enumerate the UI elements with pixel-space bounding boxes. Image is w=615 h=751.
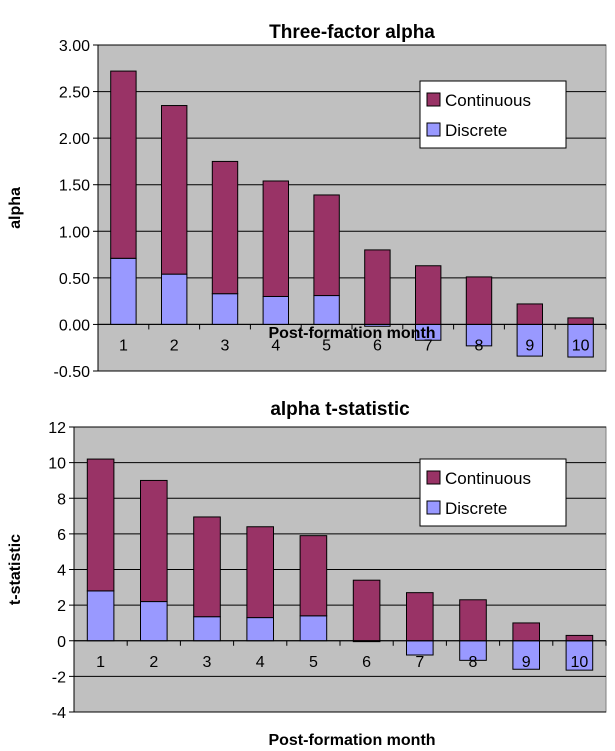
y-tick-label: 6 bbox=[57, 527, 66, 544]
bar-discrete-3 bbox=[211, 293, 239, 325]
bar-continuous-10 bbox=[565, 634, 594, 642]
x-tick-label: 1 bbox=[96, 654, 105, 671]
legend-box bbox=[419, 80, 567, 149]
x-tick-label: 8 bbox=[469, 654, 478, 671]
legend-label-discrete: Discrete bbox=[445, 499, 507, 518]
bar-discrete-2 bbox=[140, 601, 168, 642]
bar-discrete-9 bbox=[512, 640, 541, 670]
bar-continuous-8 bbox=[459, 599, 487, 642]
x-tick-label: 9 bbox=[522, 654, 531, 671]
legend-label-continuous: Continuous bbox=[445, 469, 531, 488]
legend-swatch-discrete bbox=[426, 500, 441, 515]
bar-continuous-1 bbox=[86, 458, 115, 592]
bar-discrete-5 bbox=[313, 295, 340, 325]
x-tick-label: 1 bbox=[119, 337, 128, 354]
chart-1: 3.00 2.50 2.00 1.50 1.00 0.50 0.00 -0.50 1 2 3 4 5 6 7… bbox=[7, 22, 607, 381]
chart-title: alpha t-statistic bbox=[270, 399, 410, 420]
bar-continuous-5 bbox=[313, 194, 340, 297]
bar-continuous-8 bbox=[465, 276, 493, 325]
x-tick-label: 2 bbox=[149, 654, 158, 671]
y-tick-label: 1.00 bbox=[59, 224, 90, 241]
bar-discrete-1 bbox=[86, 590, 115, 642]
y-tick-label: 1.50 bbox=[59, 178, 90, 195]
x-tick-label: 2 bbox=[170, 337, 179, 354]
x-tick-label: 4 bbox=[271, 337, 280, 354]
bar-discrete-2 bbox=[161, 273, 188, 325]
y-tick-label: -2 bbox=[52, 669, 66, 686]
bar-continuous-3 bbox=[211, 160, 239, 295]
y-tick-label: 8 bbox=[57, 491, 66, 508]
x-tick-label: 5 bbox=[322, 337, 331, 354]
bar-continuous-6 bbox=[352, 579, 381, 642]
bar-discrete-5 bbox=[299, 615, 328, 642]
x-tick-label: 3 bbox=[221, 337, 230, 354]
legend-box bbox=[419, 458, 567, 527]
x-tick-label: 6 bbox=[362, 654, 371, 671]
legend: Continuous Discrete bbox=[419, 458, 567, 527]
chart-title: Three-factor alpha bbox=[269, 22, 435, 43]
bar-discrete-4 bbox=[262, 295, 290, 325]
y-tick-label: 2.00 bbox=[59, 131, 90, 148]
legend-label-continuous: Continuous bbox=[445, 91, 531, 110]
bar-continuous-3 bbox=[193, 516, 221, 618]
bar-discrete-3 bbox=[193, 616, 221, 642]
bar-continuous-9 bbox=[516, 303, 543, 325]
bar-continuous-2 bbox=[140, 479, 168, 603]
bar-continuous-5 bbox=[299, 535, 328, 617]
y-axis-label: t-statistic bbox=[7, 534, 24, 605]
y-tick-label: 4 bbox=[57, 563, 66, 580]
bar-continuous-10 bbox=[567, 317, 594, 325]
y-tick-label: 0.00 bbox=[59, 317, 90, 334]
y-tick-label: 3.00 bbox=[59, 38, 90, 55]
bar-discrete-10 bbox=[567, 323, 594, 358]
bar-discrete-9 bbox=[516, 323, 543, 357]
x-tick-label: 3 bbox=[203, 654, 212, 671]
y-tick-label: 12 bbox=[48, 420, 66, 437]
bar-continuous-4 bbox=[246, 526, 274, 619]
y-tick-label: 10 bbox=[48, 456, 66, 473]
x-tick-label: 7 bbox=[415, 654, 424, 671]
y-tick-label: 2.50 bbox=[59, 85, 90, 102]
x-tick-label: 7 bbox=[424, 337, 433, 354]
x-tick-label: 8 bbox=[475, 337, 484, 354]
bar-continuous-1 bbox=[110, 70, 137, 259]
bar-discrete-1 bbox=[110, 257, 137, 325]
y-tick-label: 0.50 bbox=[59, 271, 90, 288]
bar-continuous-7 bbox=[415, 265, 442, 325]
x-tick-label: 5 bbox=[309, 654, 318, 671]
legend: Continuous Discrete bbox=[419, 80, 567, 149]
x-tick-label: 6 bbox=[373, 337, 382, 354]
x-axis-label: Post-formation month bbox=[268, 325, 435, 342]
bar-continuous-2 bbox=[161, 105, 188, 275]
x-tick-label: 10 bbox=[572, 337, 590, 354]
y-axis-label: alpha bbox=[7, 187, 24, 229]
bar-continuous-7 bbox=[406, 592, 434, 642]
y-tick-label: 0 bbox=[57, 634, 66, 651]
x-tick-label: 9 bbox=[525, 337, 534, 354]
legend-swatch-continuous bbox=[426, 470, 441, 485]
bar-discrete-4 bbox=[246, 617, 274, 642]
x-axis-label: Post-formation month bbox=[268, 732, 435, 749]
y-tick-label: 2 bbox=[57, 598, 66, 615]
legend-label-discrete: Discrete bbox=[445, 121, 507, 140]
y-tick-label: -0.50 bbox=[54, 364, 91, 381]
bar-continuous-9 bbox=[512, 622, 541, 642]
legend-swatch-continuous bbox=[426, 92, 441, 107]
bar-continuous-4 bbox=[262, 180, 290, 297]
x-tick-label: 10 bbox=[571, 654, 589, 671]
legend-swatch-discrete bbox=[426, 122, 441, 137]
bar-continuous-6 bbox=[364, 249, 391, 325]
y-tick-label: -4 bbox=[52, 705, 66, 722]
x-tick-label: 4 bbox=[256, 654, 265, 671]
